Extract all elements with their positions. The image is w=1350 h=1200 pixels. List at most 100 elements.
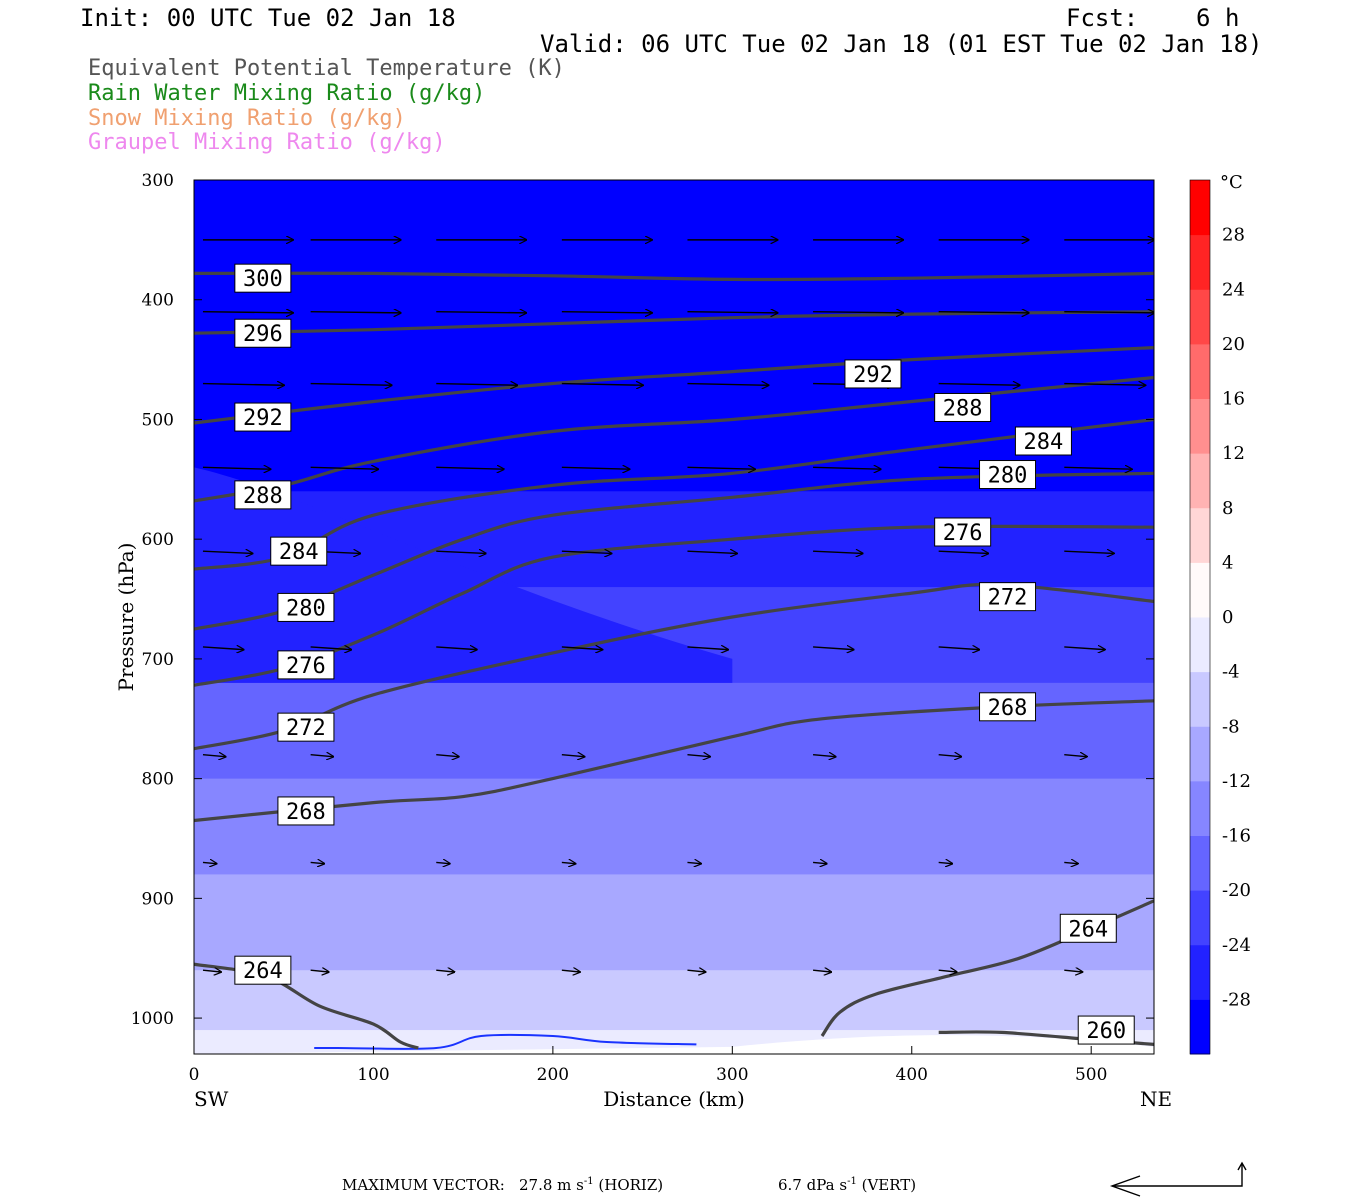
wind-vector (813, 647, 854, 650)
contour-label-text: 276 (943, 521, 983, 546)
wind-vector (202, 384, 284, 386)
temp-tongue (194, 467, 733, 683)
contour-label-272: 272 (979, 582, 1037, 612)
contour-label-text: 264 (1068, 917, 1108, 942)
y-tick-label: 500 (142, 410, 174, 430)
contour-label-text: 292 (243, 406, 283, 431)
wind-vector (310, 384, 392, 386)
wind-vector (938, 312, 1029, 313)
colorbar-label: -24 (1222, 935, 1251, 956)
forecast-hour: Fcst: 6 h (1066, 4, 1240, 32)
contour-label-276: 276 (277, 650, 335, 680)
reference-vector-icon (1109, 1161, 1247, 1197)
y-tick-label: 600 (142, 530, 174, 550)
wind-vector (1064, 551, 1114, 553)
temp-band-5 (194, 874, 1154, 972)
colorbar-label: 24 (1222, 279, 1245, 300)
contour-label-box (979, 692, 1037, 722)
colorbar-bin (1190, 234, 1210, 290)
contour-label-272: 272 (277, 712, 335, 742)
contour-label-box (234, 480, 292, 510)
contour-label-box (979, 582, 1037, 612)
contour-label-text: 276 (286, 654, 326, 679)
wind-vector (687, 384, 768, 386)
wind-vector (202, 312, 293, 313)
contour-label-284: 284 (270, 536, 328, 566)
horiz-value: 27.8 m s (519, 1176, 584, 1194)
colorbar-label: 12 (1222, 443, 1245, 464)
colorbar-bin (1190, 617, 1210, 673)
temp-band-4 (194, 778, 1154, 876)
wind-vector (1064, 467, 1132, 469)
wind-vector (310, 862, 325, 863)
contour-label-box (277, 650, 335, 680)
colorbar-bin (1190, 999, 1210, 1055)
wind-vector (310, 467, 379, 469)
y-tick-label: 400 (142, 291, 174, 311)
wind-vector (813, 312, 903, 313)
contour-label-text: 288 (943, 396, 983, 421)
theta-e-contour-292 (194, 346, 1154, 425)
max-vector-label: MAXIMUM VECTOR: (342, 1176, 505, 1194)
wind-vector (1064, 755, 1087, 757)
contour-label-box (1077, 1015, 1135, 1045)
colorbar-bin (1190, 180, 1210, 236)
colorbar-bin (1190, 343, 1210, 399)
wind-vector (436, 970, 454, 972)
wind-vector (1064, 312, 1154, 313)
y-axis-title: Pressure (hPa) (114, 543, 138, 692)
contour-label-284: 284 (1014, 426, 1072, 456)
y-tick-label: 800 (142, 770, 174, 790)
contour-label-text: 272 (286, 716, 326, 741)
y-tick-label: 1000 (131, 1009, 174, 1029)
wind-vector (813, 755, 836, 757)
contour-label-box (934, 517, 992, 547)
wind-vector (561, 467, 630, 469)
wind-vector (813, 467, 881, 469)
horiz-exp: -1 (583, 1176, 594, 1187)
contour-label-text: 288 (243, 484, 283, 509)
init-time: Init: 00 UTC Tue 02 Jan 18 (80, 4, 456, 32)
theta-e-contour-300 (194, 271, 1154, 282)
y-tick-label: 900 (142, 889, 174, 909)
wind-vector (310, 970, 329, 972)
plot-frame (193, 179, 1155, 1055)
y-tick-label: 300 (142, 171, 174, 191)
contour-label-292: 292 (234, 402, 292, 432)
colorbar-bin (1190, 562, 1210, 618)
contour-label-264: 264 (234, 955, 292, 985)
legend-snow: Snow Mixing Ratio (g/kg) (88, 106, 406, 131)
wind-vector (310, 312, 401, 313)
wind-vector (202, 647, 244, 650)
colorbar-bin (1190, 890, 1210, 946)
colorbar-label: -4 (1222, 662, 1240, 683)
wind-vector (1064, 970, 1082, 972)
contour-label-box (277, 712, 335, 742)
wind-vector (436, 551, 486, 553)
wind-vector (561, 970, 580, 972)
colorbar-frame (1189, 179, 1211, 1055)
contour-label-280: 280 (277, 592, 335, 622)
max-vector-horiz: 27.8 m s-1 (HORIZ) (519, 1176, 663, 1194)
colorbar-bin (1190, 453, 1210, 509)
colorbar-label: 20 (1222, 334, 1245, 355)
temp-band-0 (194, 180, 1154, 493)
wind-vector (687, 551, 737, 553)
colorbar-unit: °C (1220, 172, 1243, 193)
wind-vector (436, 312, 526, 313)
colorbar-label: -12 (1222, 771, 1251, 792)
wind-vector (813, 862, 827, 863)
temp-band-6 (194, 970, 1154, 1032)
contour-label-box (844, 359, 902, 389)
contour-label-264: 264 (1059, 913, 1117, 943)
contour-label-text: 280 (286, 596, 326, 621)
wind-vector (813, 551, 863, 553)
colorbar-bin (1190, 507, 1210, 563)
horiz-unit: (HORIZ) (598, 1176, 664, 1194)
wind-vector (202, 551, 253, 553)
surface-strip (194, 1035, 1154, 1054)
contour-label-box (1014, 426, 1072, 456)
x-tick-label: 500 (1075, 1065, 1107, 1085)
contour-label-text: 268 (286, 800, 326, 825)
contour-label-box (234, 955, 292, 985)
